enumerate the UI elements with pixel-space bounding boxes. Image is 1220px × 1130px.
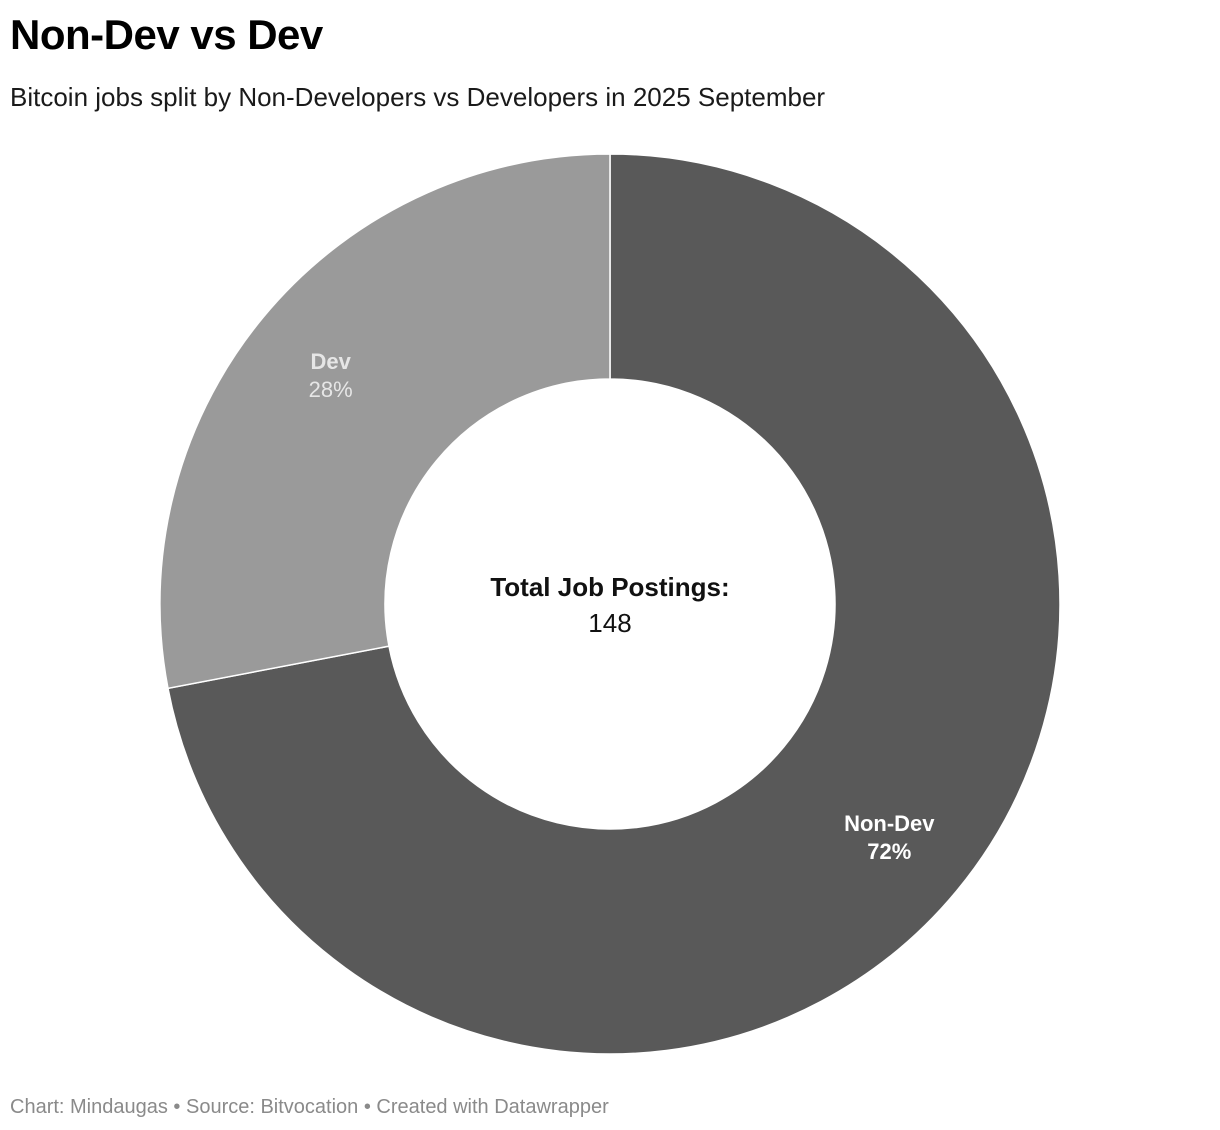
chart-title: Non-Dev vs Dev bbox=[10, 11, 323, 58]
donut-slice-labels: Non-Dev 72% Dev 28% bbox=[309, 349, 936, 864]
slice-percent-dev: 28% bbox=[309, 377, 353, 402]
center-label-total: 148 bbox=[588, 608, 631, 638]
slice-non-dev bbox=[167, 153, 1061, 1055]
donut-center-label: Total Job Postings: 148 bbox=[490, 572, 729, 638]
slice-label-dev: Dev bbox=[311, 349, 352, 374]
slice-percent-non-dev: 72% bbox=[867, 839, 911, 864]
slice-label-non-dev: Non-Dev bbox=[844, 811, 935, 836]
donut-slices bbox=[159, 153, 1061, 1055]
chart-subtitle: Bitcoin jobs split by Non-Developers vs … bbox=[10, 82, 826, 112]
chart-footer: Chart: Mindaugas • Source: Bitvocation •… bbox=[10, 1096, 609, 1118]
slice-dev bbox=[159, 153, 611, 690]
center-label-title: Total Job Postings: bbox=[490, 572, 729, 602]
